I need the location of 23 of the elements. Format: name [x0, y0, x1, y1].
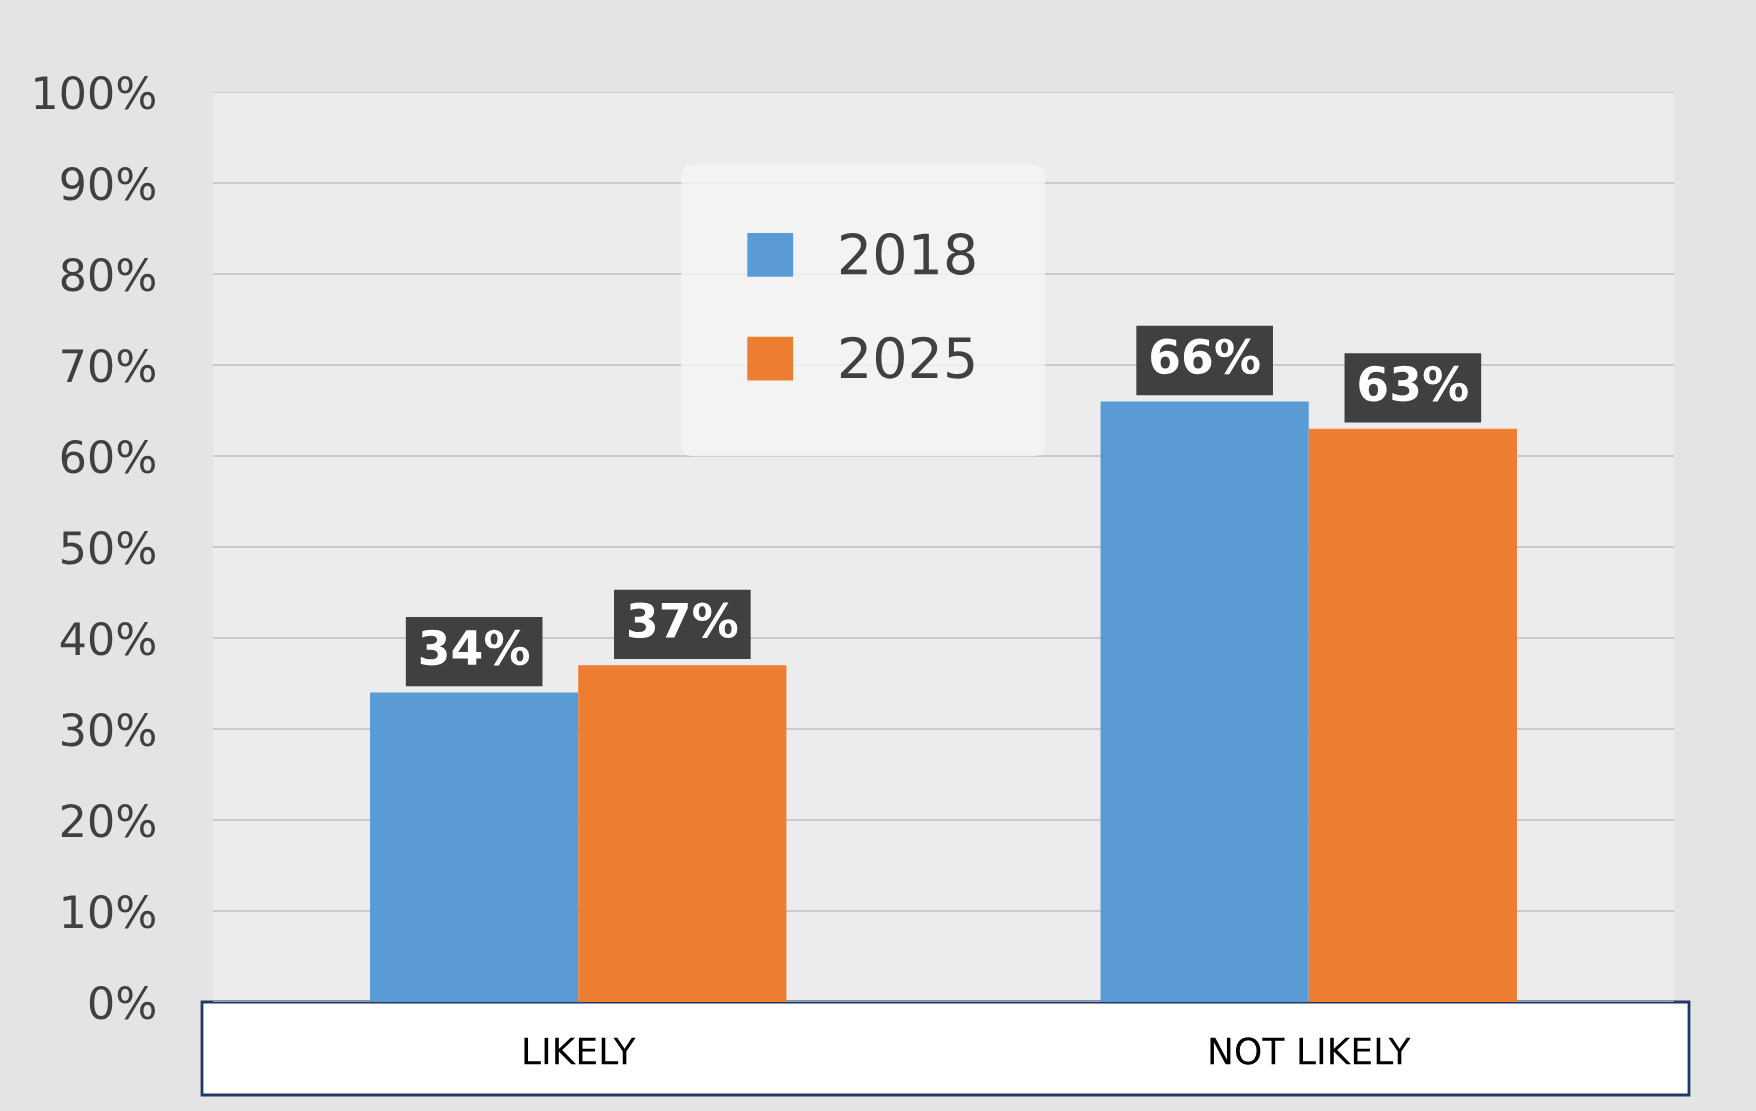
bar — [370, 692, 579, 1002]
y-tick-label: 80% — [61, 257, 155, 292]
y-tick-label: 20% — [61, 803, 155, 838]
data-label: 37% — [628, 602, 738, 639]
legend-label: 2025 — [840, 336, 974, 379]
y-tick-label: 90% — [61, 166, 155, 201]
bar — [1308, 428, 1517, 1002]
y-tick-label: 0% — [89, 985, 155, 1020]
y-tick-label: 100% — [35, 75, 155, 110]
x-tick-label: NOT LIKELY — [1210, 1037, 1411, 1065]
bar — [578, 665, 787, 1002]
y-tick-label: 10% — [63, 894, 155, 929]
data-label: 63% — [1359, 365, 1468, 402]
data-label: 66% — [1151, 338, 1260, 375]
y-tick-label: 60% — [61, 439, 155, 474]
data-label: 34% — [420, 629, 530, 666]
y-tick-label: 70% — [62, 348, 155, 383]
legend-label: 2018 — [840, 232, 975, 275]
bar — [1100, 401, 1309, 1002]
y-tick-label: 30% — [62, 712, 155, 747]
x-tick-label: LIKELY — [524, 1037, 636, 1065]
y-tick-label: 40% — [60, 621, 155, 656]
y-tick-label: 50% — [62, 530, 155, 565]
